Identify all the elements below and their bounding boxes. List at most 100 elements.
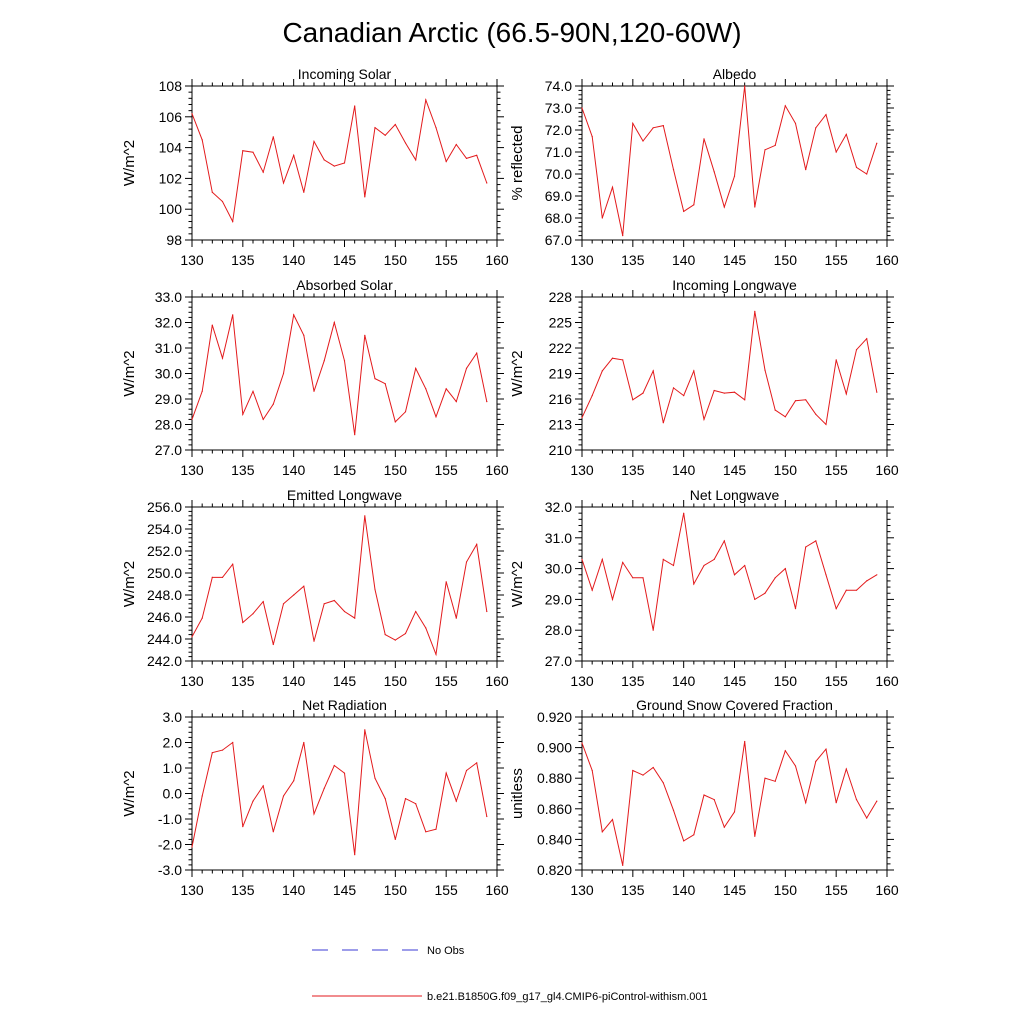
x-tick-label: 160	[875, 462, 899, 478]
data-point	[394, 639, 396, 641]
data-point	[825, 423, 827, 426]
data-point	[733, 811, 736, 813]
panel-incoming-solar: Incoming Solar 130 135 140 145 150 155 160 98 100…	[121, 66, 509, 268]
data-point	[591, 589, 593, 591]
data-point	[486, 610, 488, 613]
data-point	[845, 393, 847, 395]
data-point	[333, 599, 335, 602]
legend-label-no-obs: No Obs	[427, 945, 465, 957]
data-point	[343, 610, 346, 613]
x-tick-label: 130	[570, 252, 594, 268]
x-tick-label: 135	[621, 882, 645, 898]
panel-grid: Incoming Solar 130 135 140 145 150 155 160 98 100…	[121, 66, 899, 898]
x-tick-label: 155	[434, 673, 458, 689]
x-tick-label: 140	[282, 673, 306, 689]
y-tick-label: 102	[159, 170, 183, 186]
y-axis-label: W/m^2	[509, 350, 526, 396]
data-point	[374, 378, 376, 380]
data-point	[415, 803, 417, 805]
x-tick-label: 130	[180, 462, 204, 478]
panel-title: Net Radiation	[302, 697, 387, 713]
data-point	[232, 741, 234, 744]
data-point	[435, 127, 437, 129]
data-point	[272, 403, 274, 405]
data-point	[581, 558, 583, 561]
y-tick-label: 27.0	[545, 653, 572, 669]
data-point	[723, 540, 725, 542]
data-point	[693, 834, 695, 836]
panel-absorbed-solar: Absorbed Solar 130 135 140 145 150 155 160 27.0 2…	[121, 277, 509, 478]
data-point	[354, 617, 356, 619]
y-tick-label: 210	[549, 442, 573, 458]
data-point	[435, 653, 437, 656]
y-axis-label: W/m^2	[121, 350, 138, 396]
y-tick-label: 216	[549, 391, 573, 407]
data-point	[445, 772, 447, 774]
data-point	[591, 395, 593, 397]
y-tick-label: 31.0	[545, 530, 572, 546]
data-point	[825, 574, 827, 576]
y-tick-label: 68.0	[545, 210, 572, 226]
y-tick-label: 108	[159, 78, 183, 94]
data-point	[303, 191, 305, 193]
y-tick-label: 0.0	[163, 786, 183, 802]
y-tick-label: 70.0	[545, 166, 572, 182]
x-tick-label: 130	[180, 673, 204, 689]
data-point	[632, 399, 634, 401]
x-tick-label: 155	[824, 882, 848, 898]
x-tick-label: 140	[672, 673, 696, 689]
data-point	[232, 220, 234, 223]
panel-title: Emitted Longwave	[287, 487, 402, 503]
x-tick-label: 150	[774, 462, 798, 478]
data-point	[581, 742, 583, 744]
data-point	[622, 235, 624, 237]
panel-title: Net Longwave	[690, 487, 780, 503]
y-tick-label: 244.0	[147, 631, 182, 647]
x-tick-label: 155	[824, 673, 848, 689]
data-point	[211, 576, 213, 579]
x-tick-label: 145	[723, 252, 747, 268]
x-tick-label: 160	[485, 462, 509, 478]
data-point	[784, 416, 786, 418]
data-point	[404, 142, 407, 144]
data-point	[384, 134, 386, 136]
data-point	[354, 434, 356, 436]
y-tick-label: 74.0	[545, 78, 572, 94]
y-tick-label: 27.0	[155, 442, 182, 458]
y-tick-label: 32.0	[155, 315, 182, 331]
data-point	[876, 574, 878, 576]
data-point	[201, 390, 203, 392]
panel-title: Albedo	[713, 66, 757, 82]
data-point	[855, 799, 858, 801]
data-point	[703, 418, 705, 420]
data-point	[805, 802, 807, 804]
x-tick-label: 145	[723, 462, 747, 478]
data-point	[221, 357, 224, 359]
x-tick-label: 145	[723, 673, 747, 689]
x-tick-label: 155	[434, 462, 458, 478]
data-point	[435, 416, 437, 418]
data-point	[754, 835, 756, 837]
data-point	[445, 160, 447, 163]
data-point	[201, 795, 203, 797]
data-point	[835, 359, 837, 361]
series-line	[581, 311, 878, 426]
data-point	[855, 349, 858, 351]
panel-title: Absorbed Solar	[296, 277, 393, 293]
data-point	[455, 401, 457, 403]
data-point	[262, 418, 264, 420]
data-point	[191, 418, 193, 420]
data-point	[445, 581, 447, 583]
x-tick-label: 140	[672, 462, 696, 478]
data-point	[201, 617, 203, 619]
data-point	[622, 359, 624, 361]
x-tick-label: 150	[384, 882, 408, 898]
y-axis-label: W/m^2	[509, 561, 526, 607]
x-tick-label: 135	[231, 462, 255, 478]
x-tick-label: 155	[824, 462, 848, 478]
y-tick-label: 28.0	[545, 622, 572, 638]
data-point	[201, 139, 203, 141]
x-tick-label: 150	[384, 673, 408, 689]
y-tick-label: 30.0	[545, 561, 572, 577]
data-point	[703, 564, 705, 567]
